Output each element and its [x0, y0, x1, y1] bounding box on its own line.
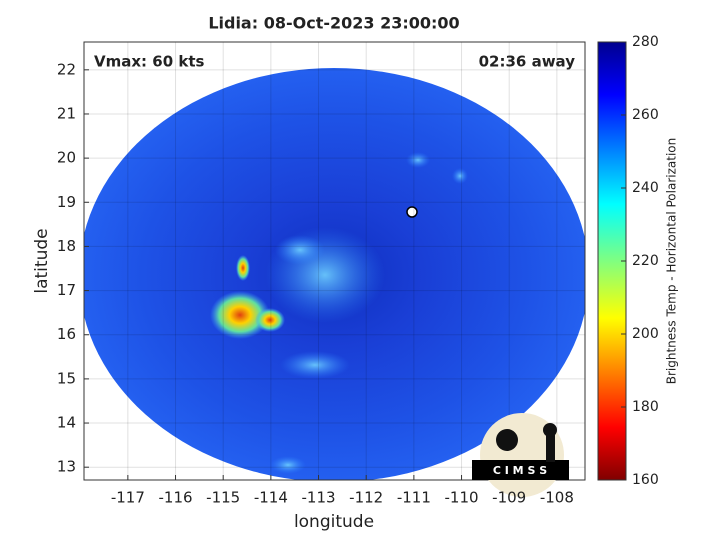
x-tick-label: -108 — [540, 489, 574, 507]
colorbar-tick-label: 260 — [632, 107, 659, 123]
colorbar-tick-label: 160 — [632, 472, 659, 488]
y-tick-label: 16 — [57, 325, 76, 343]
colorbar-tick-label: 280 — [632, 34, 659, 50]
colorbar-tick-label: 200 — [632, 326, 659, 342]
colorbar-tick-label: 180 — [632, 399, 659, 415]
x-tick-label: -111 — [397, 489, 431, 507]
logo: C I M S S — [472, 413, 569, 497]
annotation: 02:36 away — [479, 53, 576, 71]
x-axis-label: longitude — [294, 512, 374, 532]
y-tick-label: 14 — [57, 414, 76, 432]
x-tick-label: -110 — [445, 489, 479, 507]
colorbar-tick-label: 220 — [632, 253, 659, 269]
chart-title: Lidia: 08-Oct-2023 23:00:00 — [208, 14, 459, 33]
x-tick-label: -114 — [254, 489, 288, 507]
y-tick-label: 18 — [57, 237, 76, 255]
y-tick-label: 20 — [57, 149, 76, 167]
x-tick-label: -109 — [492, 489, 526, 507]
y-tick-label: 21 — [57, 104, 76, 122]
colorbar-label: Brightness Temp - Horizontal Polarizatio… — [665, 138, 679, 385]
image — [84, 68, 585, 480]
logo-text: C I M S S — [493, 464, 547, 477]
y-tick-label: 15 — [57, 369, 76, 387]
y-tick-label: 22 — [57, 60, 76, 78]
y-axis-label: latitude — [32, 228, 52, 293]
annotation: Vmax: 60 kts — [94, 53, 204, 71]
y-tick-label: 19 — [57, 193, 76, 211]
y-tick-label: 13 — [57, 458, 76, 476]
x-tick-label: -113 — [302, 489, 336, 507]
plot-frame — [83, 41, 586, 481]
x-tick-label: -112 — [349, 489, 383, 507]
x-tick-label: -117 — [111, 489, 145, 507]
x-tick-label: -116 — [159, 489, 193, 507]
colorbar-tick-label: 240 — [632, 180, 659, 196]
y-tick-label: 17 — [57, 281, 76, 299]
x-tick-label: -115 — [206, 489, 240, 507]
